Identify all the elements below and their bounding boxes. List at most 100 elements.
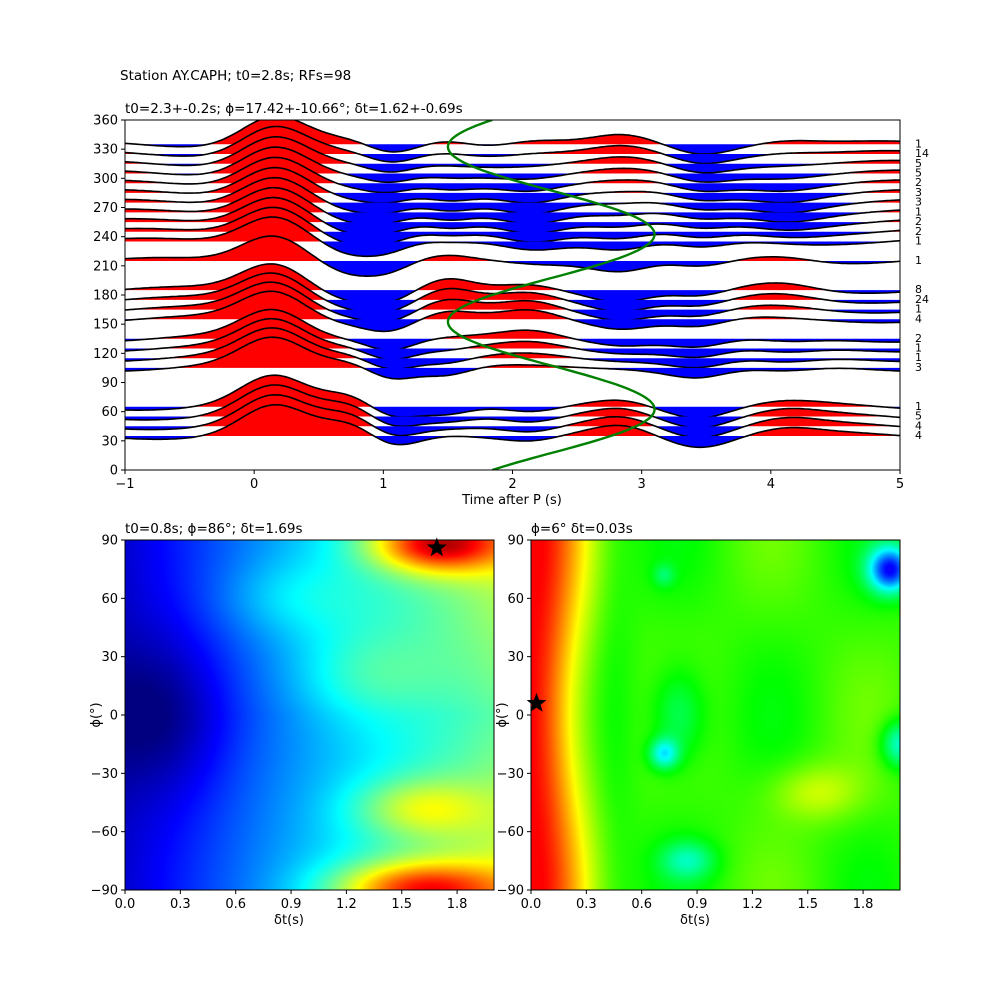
rf-trace <box>125 263 900 305</box>
rf-trace <box>125 206 900 247</box>
rf-positive-fill <box>125 136 900 164</box>
best-fit-star-marker <box>426 537 447 557</box>
x-tick-label: 0 <box>250 477 258 492</box>
rf-trace <box>125 317 900 361</box>
y-tick-label: 210 <box>93 259 118 274</box>
crosscorr-map-xlabel: δt(s) <box>680 913 710 928</box>
trace-count-label: 5 <box>915 410 922 423</box>
trace-count-label: 14 <box>915 147 929 160</box>
rf-positive-fill <box>125 120 900 145</box>
rf-negative-fill <box>125 212 900 225</box>
x-tick-label: 3 <box>638 477 646 492</box>
rf-trace <box>125 136 900 174</box>
rf-trace <box>125 290 900 333</box>
rf-negative-fill <box>125 367 900 379</box>
rf-negative-fill <box>125 416 900 428</box>
y-tick-label: 30 <box>507 650 524 665</box>
y-tick-label: 360 <box>93 114 118 129</box>
trace-count-label: 1 <box>915 351 922 364</box>
rf-positive-fill <box>125 404 900 436</box>
x-tick-label: 0.0 <box>115 897 136 912</box>
trace-count-label: 1 <box>915 205 922 218</box>
trace-count-label: 2 <box>915 225 922 238</box>
energy-map-ylabel: ϕ(°) <box>89 702 104 727</box>
y-tick-label: 30 <box>101 650 118 665</box>
rf-negative-fill <box>125 299 900 314</box>
y-tick-label: 0 <box>110 709 118 724</box>
x-tick-label: 0.3 <box>576 897 597 912</box>
rf-positive-fill <box>125 337 900 368</box>
trace-count-label: 4 <box>915 419 922 432</box>
x-tick-label: 0.6 <box>631 897 652 912</box>
energy-map-panel: t0=0.8s; ϕ=86°; δt=1.69s 0.0 0.3 0.6 0.9 1.2… <box>89 521 495 928</box>
y-tick-label: −90 <box>91 884 118 899</box>
x-tick-label: 5 <box>896 477 904 492</box>
rf-negative-fill <box>125 222 900 236</box>
trace-count-label: 8 <box>915 283 922 296</box>
x-tick-label: 0.9 <box>687 897 708 912</box>
figure-suptitle: Station AY.CAPH; t0=2.8s; RFs=98 <box>120 68 351 84</box>
y-tick-label: 270 <box>93 201 118 216</box>
rf-xlabel: Time after P (s) <box>461 493 562 508</box>
rf-negative-fill <box>125 309 900 323</box>
trace-count-label: 2 <box>915 215 922 228</box>
x-tick-label: 1.5 <box>391 897 412 912</box>
x-tick-label: 1.8 <box>447 897 468 912</box>
y-tick-label: −90 <box>497 884 524 899</box>
rf-negative-fill <box>125 173 900 183</box>
trace-count-label: 1 <box>915 235 922 248</box>
y-tick-label: 180 <box>93 289 118 304</box>
trace-count-label: 2 <box>915 332 922 345</box>
rf-negative-fill <box>125 241 900 257</box>
energy-heatmap <box>125 540 494 890</box>
trace-count-label: 1 <box>915 254 922 267</box>
y-tick-label: 60 <box>507 592 524 607</box>
rf-negative-fill <box>125 260 900 277</box>
crosscorr-map-ticks: 0.0 0.3 0.6 0.9 1.2 1.5 1.8 −90 −60 −30 0 30 60 90 <box>497 534 874 913</box>
y-tick-label: 150 <box>93 318 118 333</box>
rf-trace <box>125 156 900 194</box>
rf-axes-frame <box>124 119 901 471</box>
y-tick-label: −60 <box>497 825 524 840</box>
rf-traces <box>125 120 900 470</box>
rf-negative-fill <box>125 319 900 332</box>
x-tick-label: −1 <box>115 477 134 492</box>
rf-negative-fill <box>125 426 900 438</box>
x-tick-label: 2 <box>508 477 516 492</box>
y-tick-label: 330 <box>93 143 118 158</box>
rf-trace <box>125 327 900 370</box>
rf-negative-fill <box>125 163 900 173</box>
energy-map-frame <box>124 539 495 891</box>
y-tick-label: 60 <box>101 405 118 420</box>
rf-trace <box>125 125 900 165</box>
x-tick-label: 1.2 <box>742 897 763 912</box>
rf-axis-ticks: −1 0 1 2 3 4 503060901201501802102402703003303… <box>93 114 904 493</box>
trace-count-label: 1 <box>915 341 922 354</box>
y-tick-label: −30 <box>497 767 524 782</box>
rf-trace <box>125 404 900 449</box>
rf-negative-fill <box>125 338 900 351</box>
trace-count-label: 24 <box>915 293 929 306</box>
rf-panel-title: t0=2.3+-0.2s; ϕ=17.42+-10.66°; δt=1.62+-… <box>125 101 463 117</box>
crosscorr-heatmap <box>531 540 900 890</box>
rf-negative-fill <box>125 406 900 418</box>
energy-map-ticks: 0.0 0.3 0.6 0.9 1.2 1.5 1.8 −90 −60 −30 0 30 60 90 <box>91 534 468 913</box>
x-tick-label: 0.6 <box>225 897 246 912</box>
y-tick-label: 0 <box>516 709 524 724</box>
crosscorr-map-ylabel: ϕ(°) <box>495 702 510 727</box>
rf-negative-fill <box>125 144 900 155</box>
energy-map-xlabel: δt(s) <box>274 913 304 928</box>
x-tick-label: 0.0 <box>521 897 542 912</box>
trace-count-label: 5 <box>915 157 922 170</box>
trace-count-label: 2 <box>915 176 922 189</box>
rf-trace <box>125 216 900 258</box>
rf-trace <box>125 393 900 439</box>
y-tick-label: 300 <box>93 172 118 187</box>
rf-positive-fill <box>125 126 900 155</box>
best-fit-star-marker <box>526 692 547 712</box>
rf-positive-fill <box>125 236 900 261</box>
trace-count-label: 4 <box>915 429 922 442</box>
crosscorr-map-title: ϕ=6° δt=0.03s <box>531 521 633 537</box>
rf-trace <box>125 308 900 351</box>
